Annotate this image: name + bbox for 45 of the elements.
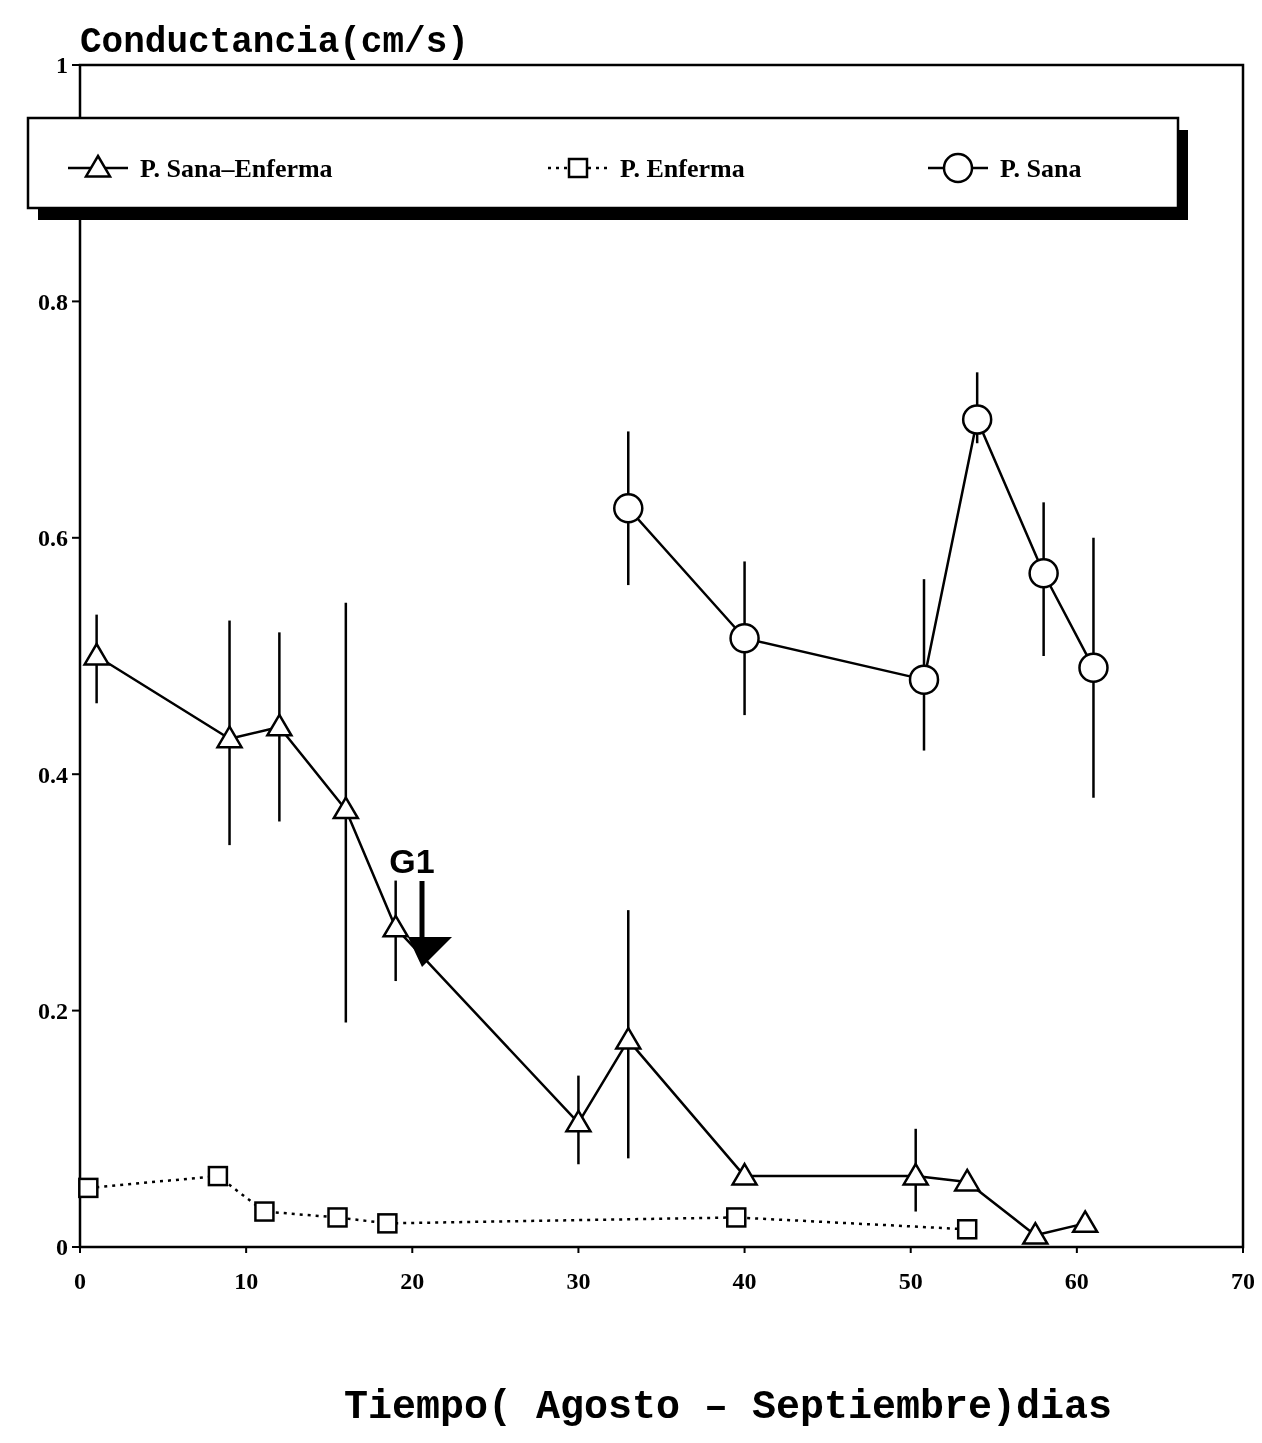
point — [1078, 652, 1109, 684]
point — [83, 642, 110, 666]
point — [216, 725, 243, 749]
point — [961, 404, 993, 435]
point — [613, 493, 644, 524]
point — [332, 796, 360, 820]
point — [902, 1162, 929, 1186]
point — [565, 1109, 592, 1133]
point — [956, 1219, 978, 1240]
y-tick-label: 0.8 — [38, 288, 68, 315]
annotation: G1 — [389, 842, 435, 880]
point — [78, 1177, 99, 1199]
y-axis-title: Conductancia(cm/s) — [80, 22, 469, 63]
point — [266, 713, 293, 737]
legend-label: P. Sana — [1000, 154, 1082, 184]
point — [953, 1168, 981, 1192]
point — [207, 1165, 229, 1187]
legend-label: P. Sana–Enferma — [140, 154, 333, 184]
x-axis-title: Tiempo( Agosto – Septiembre)dias — [343, 1385, 1113, 1430]
x-tick-label: 60 — [1064, 1268, 1089, 1294]
y-tick-label: 0.4 — [38, 761, 68, 788]
point — [377, 1213, 398, 1234]
legend-label: P. Enferma — [620, 154, 745, 184]
x-tick-label: 30 — [566, 1268, 591, 1294]
x-tick-label: 70 — [1231, 1268, 1255, 1294]
point — [615, 1026, 642, 1050]
point — [908, 664, 940, 695]
point — [1071, 1210, 1099, 1234]
y-tick-label: 0 — [56, 1234, 68, 1261]
x-tick-label: 50 — [898, 1268, 923, 1294]
x-tick-label: 20 — [400, 1268, 425, 1294]
x-tick-label: 40 — [732, 1268, 757, 1294]
y-tick-label: 0.2 — [38, 998, 68, 1024]
point — [254, 1201, 275, 1222]
point — [729, 623, 760, 654]
point — [726, 1207, 747, 1228]
point — [1028, 558, 1059, 589]
x-tick-label: 10 — [234, 1268, 259, 1294]
point — [327, 1207, 348, 1228]
point — [1022, 1221, 1049, 1245]
point — [382, 914, 409, 938]
y-tick-label: 1 — [56, 52, 68, 79]
x-tick-label: 0 — [74, 1268, 86, 1294]
point — [731, 1162, 758, 1186]
y-tick-label: 0.6 — [38, 525, 68, 552]
